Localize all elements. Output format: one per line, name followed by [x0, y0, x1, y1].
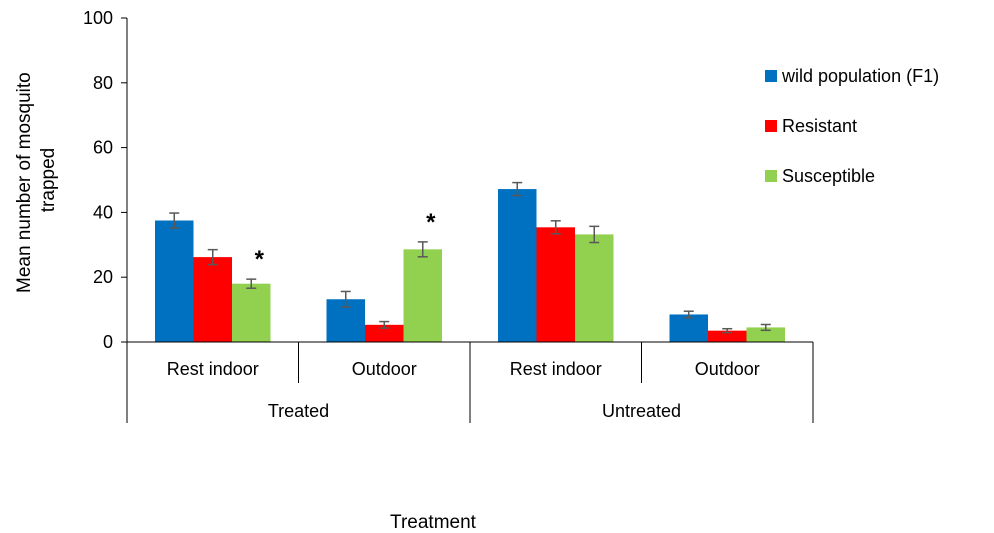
y-axis-title-line-1: Mean number of mosquito	[14, 72, 35, 293]
error-bar-s2-c1	[417, 241, 428, 258]
x-axis-title: Treatment	[390, 512, 477, 533]
bars-layer	[155, 189, 785, 342]
legend-swatch-0	[765, 70, 777, 82]
y-tick-label-0: 0	[103, 332, 113, 352]
annotations-layer: **	[255, 209, 437, 273]
error-bar-s1-c3	[722, 327, 733, 334]
error-bars-layer	[169, 181, 771, 334]
category-label-2: Rest indoor	[510, 359, 602, 379]
group-label-1: Untreated	[602, 401, 681, 421]
error-bar-s0-c2	[512, 181, 523, 197]
y-tick-label-60: 60	[93, 138, 113, 158]
error-bar-s2-c3	[760, 323, 771, 332]
bar-s0-c3	[669, 314, 708, 342]
bar-s2-c2	[575, 234, 614, 342]
axes-layer: 0 20 40 60 80 100 Rest indoor Outdoor Rest indoo…	[83, 8, 814, 423]
bar-s0-c2	[498, 189, 537, 342]
y-axis-title: Mean number of mosquito trapped	[14, 67, 59, 293]
legend-swatch-1	[765, 120, 777, 132]
bar-s1-c1	[365, 324, 404, 342]
bar-s2-c3	[746, 327, 785, 342]
bar-s1-c2	[536, 227, 575, 342]
legend-label-1: Resistant	[782, 116, 857, 136]
significance-mark-0: *	[255, 246, 265, 273]
legend: wild population (F1) Resistant Susceptible	[765, 66, 939, 186]
y-axis-title-line-2: trapped	[38, 148, 59, 212]
y-tick-label-40: 40	[93, 202, 113, 222]
legend-label-0: wild population (F1)	[781, 66, 939, 86]
category-label-0: Rest indoor	[167, 359, 259, 379]
legend-item-0: wild population (F1)	[765, 66, 939, 86]
error-bar-s1-c1	[379, 320, 390, 329]
category-label-1: Outdoor	[352, 359, 417, 379]
legend-item-2: Susceptible	[765, 166, 875, 186]
bar-s1-c3	[708, 330, 747, 342]
error-bar-s0-c0	[169, 212, 180, 229]
error-bar-s2-c2	[589, 225, 600, 244]
legend-item-1: Resistant	[765, 116, 857, 136]
y-tick-label-100: 100	[83, 8, 113, 28]
y-tick-label-80: 80	[93, 73, 113, 93]
legend-swatch-2	[765, 170, 777, 182]
category-label-3: Outdoor	[695, 359, 760, 379]
error-bar-s0-c3	[683, 310, 694, 319]
error-bar-s1-c2	[550, 220, 561, 235]
error-bar-s0-c1	[340, 290, 351, 308]
significance-mark-1: *	[426, 209, 436, 236]
group-label-0: Treated	[268, 401, 329, 421]
bar-s2-c0	[232, 283, 271, 342]
error-bar-s2-c0	[246, 278, 257, 289]
bar-s0-c0	[155, 220, 194, 342]
legend-label-2: Susceptible	[782, 166, 875, 186]
bar-s2-c1	[403, 249, 442, 342]
error-bar-s1-c0	[207, 248, 218, 266]
y-tick-label-20: 20	[93, 267, 113, 287]
bar-s1-c0	[193, 257, 232, 342]
